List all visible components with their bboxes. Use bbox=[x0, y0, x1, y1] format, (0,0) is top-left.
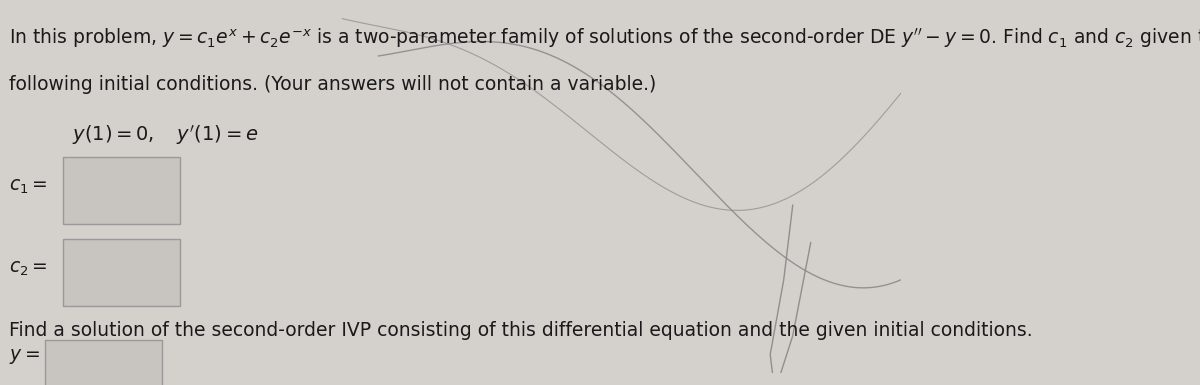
Text: $c_2 =$: $c_2 =$ bbox=[10, 259, 48, 278]
FancyBboxPatch shape bbox=[46, 340, 162, 385]
FancyBboxPatch shape bbox=[64, 239, 180, 306]
Text: $y =$: $y =$ bbox=[10, 346, 40, 366]
Text: Find a solution of the second-order IVP consisting of this differential equation: Find a solution of the second-order IVP … bbox=[10, 321, 1033, 340]
Text: following initial conditions. (Your answers will not contain a variable.): following initial conditions. (Your answ… bbox=[10, 75, 656, 94]
Text: In this problem, $y = c_1e^x + c_2e^{-x}$ is a two-parameter family of solutions: In this problem, $y = c_1e^x + c_2e^{-x}… bbox=[10, 26, 1200, 50]
Text: $y(1) = 0, \quad y'(1) = e$: $y(1) = 0, \quad y'(1) = e$ bbox=[72, 123, 258, 147]
Text: $c_1 =$: $c_1 =$ bbox=[10, 177, 48, 196]
FancyBboxPatch shape bbox=[64, 157, 180, 224]
